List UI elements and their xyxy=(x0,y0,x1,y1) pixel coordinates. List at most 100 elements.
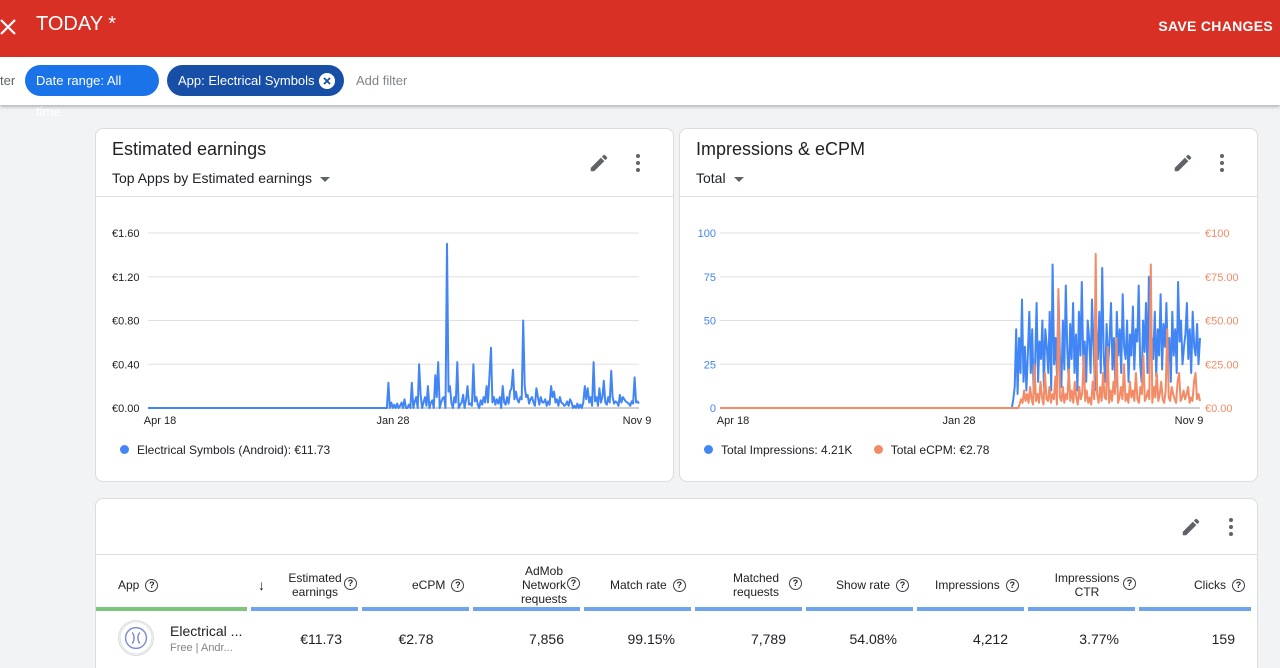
y-tick-label: €1.60 xyxy=(112,228,140,240)
column-bar-matched xyxy=(695,607,802,611)
report-title: TODAY * xyxy=(36,13,117,35)
sort-down-icon[interactable]: ↓ xyxy=(258,577,265,593)
column-bar-match-rate xyxy=(584,607,691,611)
column-header-label: Estimated earnings xyxy=(288,571,342,599)
column-header-app[interactable]: App? xyxy=(118,578,159,593)
date-range-chip-label: Date range: All time xyxy=(36,73,122,119)
metric-selector[interactable]: Top Apps by Estimated earnings xyxy=(112,170,331,186)
apps-table-card: App? ↓ Estimated earnings? eCPM? AdMob N… xyxy=(95,498,1258,668)
x-tick-label: Apr 18 xyxy=(717,415,749,427)
help-icon[interactable]: ? xyxy=(1123,577,1136,590)
impressions-ecpm-card: Impressions & eCPM Total 0 €0.00 25 €25.00 5… xyxy=(679,128,1258,482)
impressions-chart: 0 €0.00 25 €25.00 50 €50.00 75 €75.00 100 €100 Apr… xyxy=(698,228,1239,427)
column-bar-earnings xyxy=(251,607,358,611)
estimated-earnings-card: Estimated earnings Top Apps by Estimated… xyxy=(95,128,674,482)
metric-selector-label: Total xyxy=(696,170,726,186)
y-tick-label-left: 50 xyxy=(704,316,716,328)
y-tick-label-right: €75.00 xyxy=(1205,272,1239,284)
cell-show-rate: 54.08% xyxy=(849,631,897,647)
cell-estimated-earnings: €11.73 xyxy=(300,631,342,647)
card-divider xyxy=(96,196,673,197)
save-changes-button[interactable]: SAVE CHANGES xyxy=(1158,18,1273,34)
column-header-estimated-earnings[interactable]: ↓ Estimated earnings? xyxy=(258,571,358,599)
app-name[interactable]: Electrical ... xyxy=(170,623,243,639)
earnings-chart: €0.00 €0.40 €0.80 €1.20 €1.60 Apr 18 Jan 28 Nov… xyxy=(112,228,652,427)
column-bar-impressions xyxy=(917,607,1024,611)
table-divider xyxy=(96,554,1257,555)
column-header-label: eCPM xyxy=(412,578,446,592)
column-header-matched-requests[interactable]: Matched requests? xyxy=(716,571,802,599)
legend-dot-impressions xyxy=(704,445,713,455)
column-bar-ecpm xyxy=(362,607,469,611)
metric-selector[interactable]: Total xyxy=(696,170,744,186)
series-line-impressions xyxy=(720,263,1201,409)
y-tick-label-left: 25 xyxy=(704,359,716,371)
date-range-chip[interactable]: Date range: All time xyxy=(25,65,159,119)
help-icon[interactable]: ? xyxy=(1005,579,1019,593)
help-icon[interactable]: ? xyxy=(1232,579,1245,593)
column-header-label: Clicks xyxy=(1194,578,1226,592)
y-tick-label: €0.80 xyxy=(112,316,140,328)
column-header-label: Impressions xyxy=(935,578,1000,592)
help-icon[interactable]: ? xyxy=(672,579,686,593)
column-bar-app xyxy=(96,607,247,611)
cell-matched-requests: 7,789 xyxy=(750,631,786,647)
help-icon[interactable]: ? xyxy=(145,579,159,593)
column-bar-show-rate xyxy=(806,607,913,611)
column-bar-ctr xyxy=(1028,607,1135,611)
y-tick-label-right: €100 xyxy=(1205,228,1229,240)
more-vert-icon[interactable] xyxy=(635,153,641,173)
column-bar-clicks xyxy=(1139,607,1251,611)
column-header-label: Impressions CTR xyxy=(1054,571,1120,599)
edit-icon[interactable] xyxy=(1172,152,1194,174)
more-vert-icon[interactable] xyxy=(1228,517,1234,537)
column-bar-requests xyxy=(473,607,580,611)
close-icon[interactable] xyxy=(0,18,18,36)
filter-bar: ter Date range: All time App: Electrical… xyxy=(0,57,1280,119)
x-tick-label: Jan 28 xyxy=(376,415,409,427)
card-title: Impressions & eCPM xyxy=(696,139,866,159)
remove-filter-icon[interactable] xyxy=(319,73,335,89)
series-line-earnings xyxy=(148,242,640,409)
chart-legend: Electrical Symbols (Android): €11.73 xyxy=(120,443,330,457)
app-filter-chip-label: App: Electrical Symbols xyxy=(178,73,315,88)
app-filter-chip[interactable]: App: Electrical Symbols xyxy=(167,65,344,96)
help-icon[interactable]: ? xyxy=(344,577,357,590)
y-tick-label-left: 75 xyxy=(704,272,716,284)
column-header-admob-requests[interactable]: AdMob Network requests? xyxy=(504,564,584,606)
help-icon[interactable]: ? xyxy=(789,577,802,590)
edit-icon[interactable] xyxy=(1180,516,1202,538)
column-header-impressions[interactable]: Impressions? xyxy=(935,578,1019,593)
help-icon[interactable]: ? xyxy=(451,579,465,593)
app-icon xyxy=(118,620,154,656)
column-header-impressions-ctr[interactable]: Impressions CTR? xyxy=(1042,571,1136,599)
help-icon[interactable]: ? xyxy=(567,577,580,590)
legend-label: Electrical Symbols (Android): €11.73 xyxy=(137,443,331,457)
top-app-bar: TODAY * SAVE CHANGES xyxy=(0,0,1280,57)
y-tick-label-right: €0.00 xyxy=(1205,403,1233,415)
legend-label-ecpm: Total eCPM: €2.78 xyxy=(890,443,990,457)
edit-icon[interactable] xyxy=(588,152,610,174)
cell-clicks: 159 xyxy=(1211,631,1235,647)
legend-label-impressions: Total Impressions: 4.21K xyxy=(721,443,853,457)
dropdown-caret-icon xyxy=(320,176,331,182)
column-header-label: App xyxy=(118,578,140,592)
column-header-show-rate[interactable]: Show rate? xyxy=(836,578,910,593)
series-line-ecpm xyxy=(720,253,1201,409)
cell-ecpm: €2.78 xyxy=(398,631,434,647)
y-tick-label: €1.20 xyxy=(112,272,140,284)
column-header-ecpm[interactable]: eCPM? xyxy=(412,578,465,593)
column-header-label: Match rate xyxy=(610,578,667,592)
x-tick-label: Nov 9 xyxy=(623,415,652,427)
legend-dot-ecpm xyxy=(873,445,883,455)
cell-admob-requests: 7,856 xyxy=(528,631,564,647)
column-header-clicks[interactable]: Clicks? xyxy=(1194,578,1245,593)
x-tick-label: Apr 18 xyxy=(144,415,176,427)
more-vert-icon[interactable] xyxy=(1219,153,1225,173)
column-header-label: AdMob Network requests xyxy=(520,564,568,606)
legend-dot xyxy=(120,445,129,455)
column-header-match-rate[interactable]: Match rate? xyxy=(610,578,686,593)
add-filter-button[interactable]: Add filter xyxy=(356,73,408,88)
y-tick-label-right: €50.00 xyxy=(1205,316,1239,328)
help-icon[interactable]: ? xyxy=(896,579,910,593)
